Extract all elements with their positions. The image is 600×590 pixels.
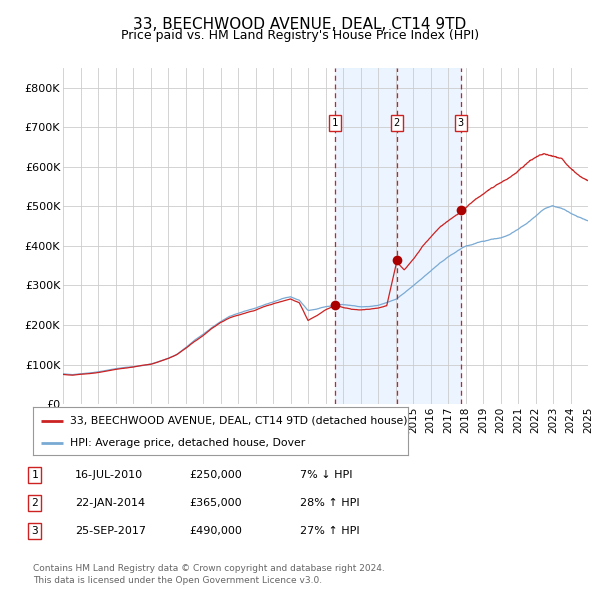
- Text: Contains HM Land Registry data © Crown copyright and database right 2024.
This d: Contains HM Land Registry data © Crown c…: [33, 565, 385, 585]
- Text: 7% ↓ HPI: 7% ↓ HPI: [300, 470, 353, 480]
- Text: HPI: Average price, detached house, Dover: HPI: Average price, detached house, Dove…: [71, 438, 306, 448]
- Text: 27% ↑ HPI: 27% ↑ HPI: [300, 526, 359, 536]
- Text: 3: 3: [31, 526, 38, 536]
- Text: 1: 1: [31, 470, 38, 480]
- Text: £490,000: £490,000: [189, 526, 242, 536]
- Text: £250,000: £250,000: [189, 470, 242, 480]
- Text: 3: 3: [458, 118, 464, 128]
- Text: 22-JAN-2014: 22-JAN-2014: [75, 498, 145, 507]
- Text: Price paid vs. HM Land Registry's House Price Index (HPI): Price paid vs. HM Land Registry's House …: [121, 29, 479, 42]
- Text: 1: 1: [332, 118, 338, 128]
- Text: 33, BEECHWOOD AVENUE, DEAL, CT14 9TD (detached house): 33, BEECHWOOD AVENUE, DEAL, CT14 9TD (de…: [71, 415, 408, 425]
- Text: 16-JUL-2010: 16-JUL-2010: [75, 470, 143, 480]
- Text: 28% ↑ HPI: 28% ↑ HPI: [300, 498, 359, 507]
- Text: 2: 2: [31, 498, 38, 507]
- Text: 2: 2: [394, 118, 400, 128]
- Text: 33, BEECHWOOD AVENUE, DEAL, CT14 9TD: 33, BEECHWOOD AVENUE, DEAL, CT14 9TD: [133, 17, 467, 31]
- Bar: [335, 68, 461, 404]
- Text: £365,000: £365,000: [189, 498, 242, 507]
- Text: 25-SEP-2017: 25-SEP-2017: [75, 526, 146, 536]
